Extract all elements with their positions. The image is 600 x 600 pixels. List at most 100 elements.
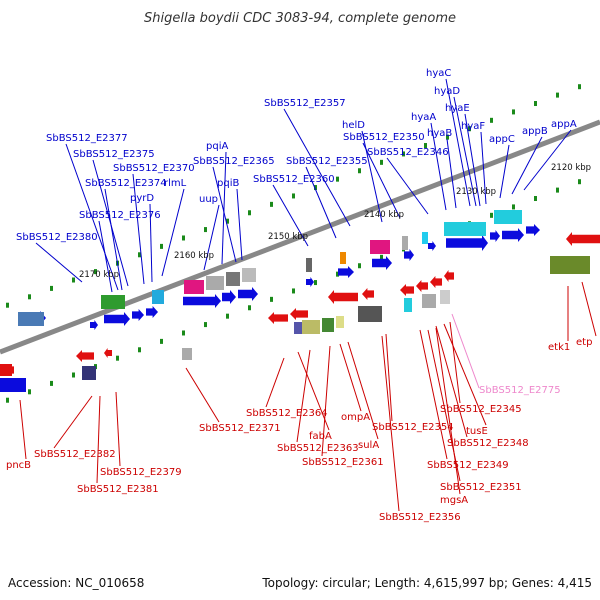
scale-tick [160, 243, 163, 249]
gene-block [0, 364, 12, 376]
reverse-gene-arrow [104, 348, 112, 358]
leader-line [132, 173, 145, 285]
leader-line [480, 131, 487, 205]
gene-block [440, 290, 450, 304]
leader-line [53, 395, 93, 449]
leader-line [464, 113, 481, 207]
gene-label-forward: SbBS512_E2360 [253, 174, 335, 185]
gene-label-forward: SbBS512_E2370 [113, 163, 195, 174]
leader-line [361, 130, 383, 223]
leader-line [297, 351, 330, 431]
gene-label-forward: SbBS512_E2355 [286, 156, 368, 167]
gene-label-reverse: SbBS512_E2351 [440, 482, 522, 493]
reverse-gene-arrow [268, 312, 288, 324]
gene-block [422, 294, 436, 308]
gene-label-forward: pyrD [130, 193, 154, 204]
scale-tick [50, 285, 53, 291]
gene-label-reverse: SbBS512_E2348 [447, 438, 529, 449]
scale-tick [380, 254, 383, 260]
scale-tick [226, 313, 229, 319]
gene-label-reverse: SbBS512_E2363 [277, 443, 359, 454]
gene-label-forward: hyaF [461, 121, 485, 132]
scale-tick [578, 84, 581, 90]
forward-gene-arrow [372, 256, 392, 270]
gene-labels: 2120 kbp 2130 kbp 2140 kbp 2150 kbp 2160 kbp… [6, 68, 592, 523]
gene-block [152, 290, 164, 304]
forward-gene-arrow [146, 306, 158, 318]
gene-label-reverse: etk1 [548, 342, 570, 353]
leader-line [221, 151, 227, 265]
scale-tick-label: 2120 kbp [551, 163, 591, 173]
leader-line [523, 129, 572, 191]
gene-block [322, 318, 334, 332]
leader-line [296, 349, 311, 443]
gene-label-forward: appC [489, 134, 515, 145]
scale-tick [28, 294, 31, 300]
leader-line [161, 188, 185, 277]
scale-tick [160, 338, 163, 344]
leader-line [98, 220, 113, 293]
gene-label-reverse: sulA [358, 440, 379, 451]
scale-tick [358, 263, 361, 269]
leader-line [305, 166, 337, 239]
map-title: Shigella boydii CDC 3083-94, complete ge… [144, 11, 456, 26]
scale-tick [248, 210, 251, 216]
leader-line [446, 138, 457, 209]
leader-line [499, 144, 510, 199]
leader-line [362, 142, 401, 219]
gene-label-forward: hyaD [434, 86, 460, 97]
gene-label-reverse: SbBS512_E2371 [199, 423, 281, 434]
gene-block [422, 232, 428, 244]
gene-label-reverse: mgsA [440, 495, 468, 506]
gene-block [358, 306, 382, 322]
leader-line [445, 78, 471, 207]
genome-backbone [0, 119, 600, 355]
leader-line [203, 204, 220, 271]
gene-block [184, 280, 204, 294]
gene-block [404, 298, 412, 312]
leader-line [511, 136, 543, 195]
scale-tick [182, 235, 185, 241]
reverse-gene-arrow [76, 350, 94, 362]
gene-block [550, 256, 590, 274]
forward-gene-arrow [490, 230, 500, 242]
leader-line [347, 341, 379, 440]
leader-line [149, 203, 153, 283]
leader-line [115, 391, 121, 467]
scale-tick [534, 101, 537, 107]
scale-tick [182, 330, 185, 336]
reverse-gene-arrow [444, 270, 454, 282]
label-leader-lines [19, 78, 597, 512]
gene-label-forward: hyaA [411, 112, 436, 123]
leader-line [449, 321, 461, 404]
scale-tick [204, 322, 207, 328]
leader-line [212, 166, 237, 263]
scale-tick [138, 347, 141, 353]
scale-ticks [6, 84, 581, 403]
scale-tick [556, 92, 559, 98]
gene-label-other: SbBS512_E2775 [479, 385, 561, 396]
forward-gene-arrow [526, 224, 540, 236]
gene-block [340, 252, 346, 264]
scale-tick-label: 2160 kbp [174, 251, 214, 261]
reverse-gene-arrow [400, 284, 414, 296]
gene-label-forward: SbBS512_E2374 [85, 178, 167, 189]
leader-line [19, 399, 27, 460]
scale-tick [292, 288, 295, 294]
scale-tick [336, 271, 339, 277]
scale-tick [402, 151, 405, 157]
gene-block [182, 348, 192, 360]
scale-tick [138, 252, 141, 258]
forward-gene-arrow [502, 228, 524, 242]
scale-tick [6, 302, 9, 308]
scale-tick-label: 2150 kbp [268, 232, 308, 242]
gene-label-forward: SbBS512_E2350 [343, 132, 425, 143]
scale-tick [556, 187, 559, 193]
scale-tick [94, 269, 97, 275]
gene-block [370, 240, 390, 254]
leader-line [443, 323, 487, 426]
reverse-gene-arrow [566, 232, 600, 246]
gene-block [226, 272, 240, 286]
scale-tick [314, 185, 317, 191]
